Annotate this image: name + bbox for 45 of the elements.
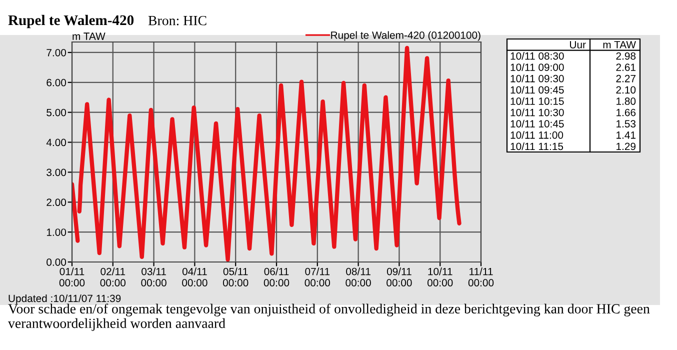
- text: Uur: [570, 41, 586, 48]
- y-tick-label: 5.00: [46, 108, 66, 116]
- text: 10/11 09:45: [510, 86, 564, 94]
- chart-title: Rupel te Walem-420: [8, 14, 134, 28]
- x-tick-label: 09/11 00:00: [386, 268, 412, 286]
- text: Updated :10/11/07 11:39: [8, 294, 121, 304]
- text: Voor schade en/of ongemak tengevolge van onjuistheid of onvolledigheid in deze berichtgeving kan door HIC geen verantwoordelijkheid worden aanvaard: [8, 304, 650, 331]
- x-tick-label: 01/11 00:00: [59, 268, 85, 286]
- text: 10/11 11:00: [510, 131, 564, 139]
- legend-label: Rupel te Walem-420 (01200100): [331, 31, 480, 41]
- text: 1.41: [616, 132, 636, 139]
- y-tick-label: 3.00: [46, 168, 66, 176]
- text: m TAW: [603, 41, 636, 48]
- x-tick-label: 06/11 00:00: [264, 268, 290, 286]
- x-tick-label: 11/11 00:00: [468, 268, 494, 286]
- text: 2.10: [616, 86, 636, 94]
- y-tick-label: 1.00: [46, 228, 66, 236]
- text: 10/11 08:30: [510, 52, 564, 60]
- text: 10/11 10:45: [510, 120, 564, 128]
- x-tick-label: 08/11 00:00: [346, 268, 371, 286]
- text: 2.27: [616, 74, 636, 82]
- text: 10/11 11:15: [510, 142, 564, 150]
- x-tick-label: 10/11 00:00: [427, 268, 453, 286]
- y-tick-label: 4.00: [46, 138, 66, 146]
- text: 10/11 09:30: [510, 74, 564, 82]
- text: 1.53: [616, 120, 636, 128]
- y-tick-label: 2.00: [46, 198, 66, 206]
- text: 2.61: [616, 64, 636, 72]
- y-axis-title: m TAW: [72, 32, 106, 40]
- x-tick-label: 02/11 00:00: [100, 268, 126, 286]
- text: 10/11 09:00: [510, 63, 564, 72]
- text: 2.98: [616, 52, 636, 60]
- x-tick-label: 07/11 00:00: [304, 268, 330, 286]
- text: 1.66: [616, 108, 636, 116]
- x-tick-label: 03/11 00:00: [141, 268, 166, 286]
- text: 1.80: [616, 98, 636, 105]
- text: 10/11 10:30: [510, 108, 564, 116]
- chart-subtitle: Bron: HIC: [148, 16, 206, 26]
- text: 10/11 10:15: [510, 97, 564, 105]
- y-tick-label: 0.00: [46, 258, 66, 266]
- text: 1.29: [616, 142, 636, 150]
- x-tick-label: 04/11 00:00: [182, 268, 208, 286]
- y-tick-label: 6.00: [46, 78, 66, 86]
- x-tick-label: 05/11 00:00: [222, 268, 248, 286]
- y-tick-label: 7.00: [46, 48, 66, 56]
